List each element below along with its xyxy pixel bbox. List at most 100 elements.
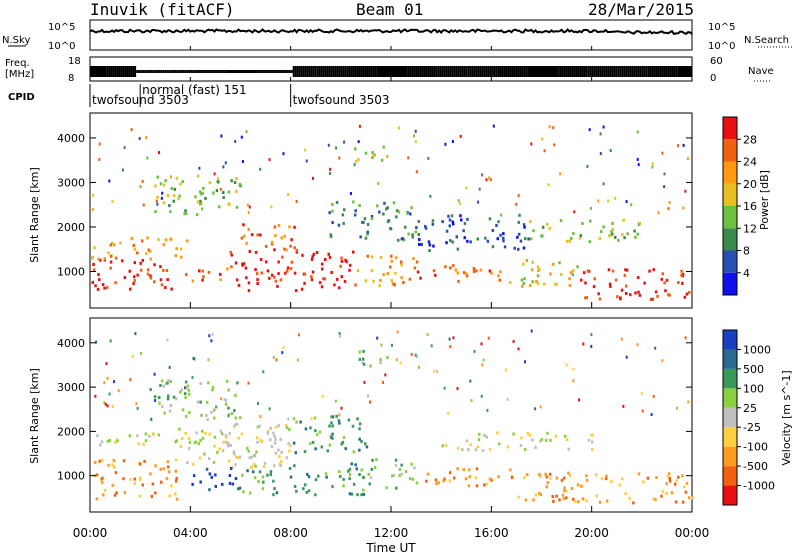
heatmap-cell bbox=[269, 426, 272, 430]
heatmap-cell bbox=[168, 365, 171, 369]
heatmap-cell bbox=[195, 213, 199, 217]
freq-bar bbox=[429, 66, 432, 77]
heatmap-cell bbox=[354, 463, 357, 467]
freq-bar bbox=[180, 70, 183, 73]
freq-bar bbox=[447, 66, 450, 77]
heatmap-cell bbox=[413, 266, 417, 270]
freq-bar bbox=[216, 70, 219, 73]
heatmap-cell bbox=[131, 355, 134, 358]
freq-bar bbox=[276, 70, 279, 73]
heatmap-cell bbox=[392, 201, 396, 205]
heatmap-cell bbox=[240, 236, 244, 240]
heatmap-cell bbox=[614, 235, 617, 239]
heatmap-cell bbox=[434, 478, 438, 482]
heatmap-cell bbox=[202, 186, 205, 190]
colorbar-swatch bbox=[723, 228, 737, 251]
freq-bar bbox=[204, 70, 207, 73]
heatmap-cell bbox=[570, 271, 573, 275]
freq-bar bbox=[505, 66, 508, 77]
heatmap-cell bbox=[156, 195, 159, 199]
heatmap-cell bbox=[473, 349, 476, 353]
heatmap-cell bbox=[527, 237, 530, 241]
heatmap-cell bbox=[625, 268, 629, 272]
heatmap-cell bbox=[611, 227, 614, 231]
heatmap-cell bbox=[397, 238, 400, 242]
heatmap-cell bbox=[358, 124, 361, 128]
heatmap-cell bbox=[337, 223, 341, 227]
freq-bar bbox=[160, 70, 163, 73]
heatmap-cell bbox=[216, 450, 219, 454]
freq-bar bbox=[659, 66, 662, 77]
freq-bar bbox=[379, 66, 381, 77]
heatmap-cell bbox=[528, 284, 532, 288]
freq-bar bbox=[553, 66, 556, 77]
heatmap-cell bbox=[198, 190, 202, 194]
freq-bar bbox=[397, 66, 399, 77]
heatmap-cell bbox=[551, 495, 554, 498]
heatmap-cell bbox=[312, 252, 316, 256]
heatmap-cell bbox=[358, 448, 361, 452]
heatmap-cell bbox=[111, 483, 115, 487]
freq-bar bbox=[198, 70, 201, 73]
heatmap-cell bbox=[632, 501, 635, 505]
heatmap-cell bbox=[197, 442, 200, 446]
heatmap-cell bbox=[574, 500, 577, 504]
freq-bar bbox=[360, 66, 363, 77]
heatmap-cell bbox=[520, 278, 524, 282]
heatmap-cell bbox=[499, 270, 502, 274]
heatmap-cell bbox=[290, 238, 293, 242]
freq-bar bbox=[403, 66, 405, 77]
heatmap-cell bbox=[229, 467, 233, 470]
heatmap-cell bbox=[539, 405, 542, 409]
heatmap-cell bbox=[289, 475, 293, 479]
heatmap-cell bbox=[358, 357, 362, 361]
heatmap-cell bbox=[116, 439, 119, 443]
heatmap-cell bbox=[534, 446, 537, 449]
heatmap-cell bbox=[141, 483, 144, 487]
heatmap-cell bbox=[141, 258, 144, 262]
freq-bar bbox=[152, 70, 155, 73]
heatmap-cell bbox=[262, 465, 266, 469]
heatmap-cell bbox=[624, 268, 627, 272]
heatmap-cell bbox=[411, 233, 414, 237]
freq-bar bbox=[202, 70, 205, 73]
freq-bar bbox=[657, 66, 660, 77]
heatmap-cell bbox=[114, 440, 117, 444]
heatmap-cell bbox=[419, 276, 422, 280]
heatmap-cell bbox=[169, 380, 172, 384]
heatmap-cell bbox=[172, 199, 175, 203]
heatmap-cell bbox=[256, 436, 259, 440]
heatmap-cell bbox=[386, 220, 390, 224]
heatmap-cell bbox=[666, 474, 670, 478]
heatmap-cell bbox=[348, 477, 351, 481]
heatmap-cell bbox=[261, 475, 265, 479]
heatmap-cell bbox=[468, 475, 471, 479]
x-tick-label: 16:00 bbox=[474, 526, 509, 540]
heatmap-cell bbox=[456, 247, 460, 251]
heatmap-cell bbox=[144, 432, 148, 436]
heatmap-cell bbox=[279, 278, 283, 282]
heatmap-cell bbox=[465, 439, 469, 443]
heatmap-cell bbox=[648, 269, 651, 273]
heatmap-cell bbox=[243, 234, 246, 238]
heatmap-cell bbox=[191, 462, 195, 466]
freq-bar bbox=[122, 66, 125, 77]
heatmap-cell bbox=[128, 434, 132, 438]
heatmap-cell bbox=[112, 465, 116, 469]
heatmap-cell bbox=[138, 494, 142, 498]
heatmap-cell bbox=[445, 229, 449, 233]
heatmap-cell bbox=[172, 194, 176, 198]
heatmap-cell bbox=[488, 477, 492, 481]
freq-bar bbox=[358, 66, 361, 77]
freq-bar bbox=[603, 66, 606, 77]
heatmap-cell bbox=[321, 267, 324, 271]
heatmap-cell bbox=[211, 385, 215, 389]
heatmap-cell bbox=[546, 431, 549, 435]
colorbar-swatch bbox=[723, 349, 737, 369]
freq-bar bbox=[188, 70, 191, 73]
heatmap-cell bbox=[558, 261, 561, 265]
heatmap-cell bbox=[300, 287, 304, 291]
heatmap-cell bbox=[577, 500, 580, 504]
freq-bar bbox=[254, 70, 257, 73]
